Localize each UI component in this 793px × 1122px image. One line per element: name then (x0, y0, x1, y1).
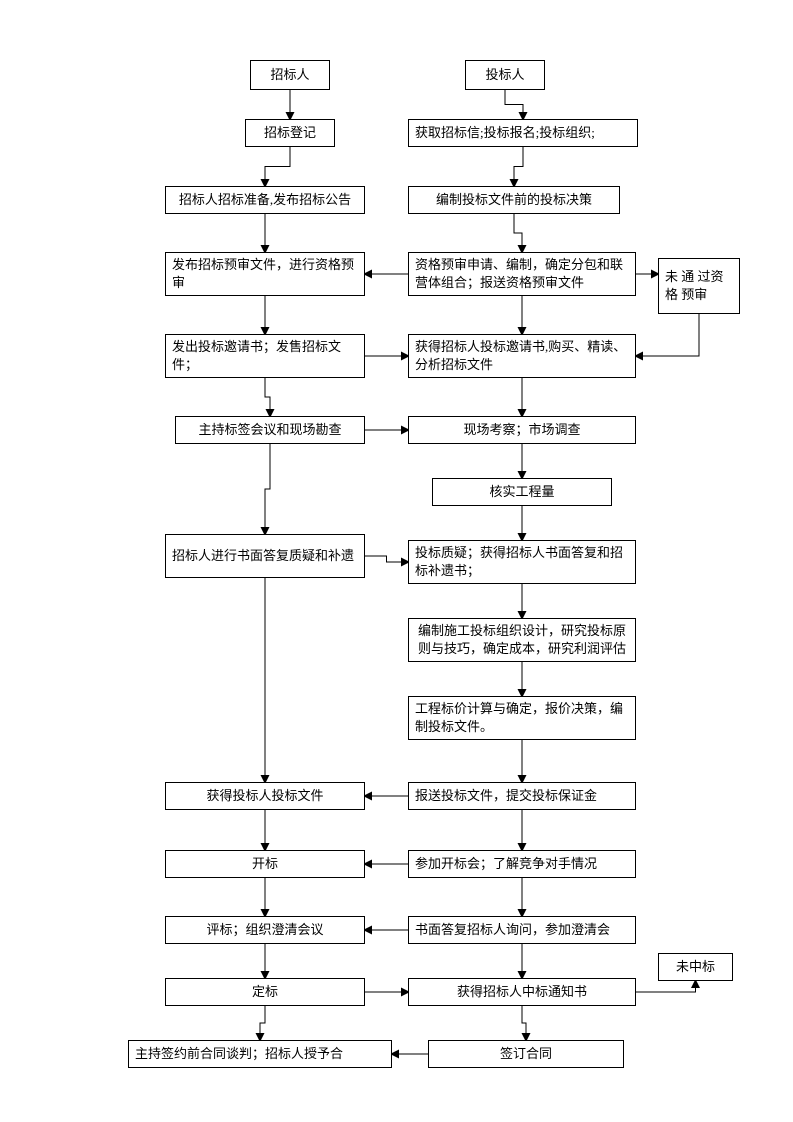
node-side2: 未中标 (658, 953, 733, 981)
node-r14: 签订合同 (428, 1040, 624, 1068)
node-r6: 核实工程量 (432, 478, 612, 506)
node-r3: 资格预审申请、编制，确定分包和联营体组合；报送资格预审文件 (408, 252, 636, 296)
node-r1: 获取招标信;投标报名;投标组织; (408, 119, 638, 147)
node-r12: 书面答复招标人询问，参加澄清会 (408, 916, 636, 944)
node-r7: 投标质疑；获得招标人书面答复和招标补遗书； (408, 540, 636, 584)
node-l10: 获得投标人投标文件 (165, 782, 365, 810)
node-r5: 现场考察；市场调查 (408, 416, 636, 444)
node-l11: 开标 (165, 850, 365, 878)
node-l7: 招标人进行书面答复质疑和补遗 (165, 534, 365, 578)
node-l12: 评标；组织澄清会议 (165, 916, 365, 944)
node-l0: 招标人 (250, 60, 330, 90)
node-r2: 编制投标文件前的投标决策 (408, 186, 620, 214)
node-l1: 招标登记 (245, 119, 335, 147)
node-r9: 工程标价计算与确定，报价决策，编制投标文件。 (408, 696, 636, 740)
node-r0: 投标人 (465, 60, 545, 90)
node-r13: 获得招标人中标通知书 (408, 978, 636, 1006)
node-l3: 发布招标预审文件，进行资格预审 (165, 252, 365, 296)
node-side1: 未 通 过资 格 预审 (658, 258, 740, 314)
node-l5: 主持标签会议和现场勘查 (175, 416, 365, 444)
node-r4: 获得招标人投标邀请书,购买、精读、分析招标文件 (408, 334, 636, 378)
node-l2: 招标人招标准备,发布招标公告 (165, 186, 365, 214)
flowchart-canvas: 招标人 投标人招标登记 获取招标信;投标报名;投标组织; 招标人招标准备,发布招标公告… (0, 0, 793, 1122)
node-r8: 编制施工投标组织设计，研究投标原则与技巧，确定成本，研究利润评估 (408, 618, 636, 662)
node-r11: 参加开标会；了解竞争对手情况 (408, 850, 636, 878)
node-l4: 发出投标邀请书；发售招标文件； (165, 334, 365, 378)
node-r10: 报送投标文件，提交投标保证金 (408, 782, 636, 810)
node-l14: 主持签约前合同谈判；招标人授予合 (128, 1040, 392, 1068)
node-l13: 定标 (165, 978, 365, 1006)
